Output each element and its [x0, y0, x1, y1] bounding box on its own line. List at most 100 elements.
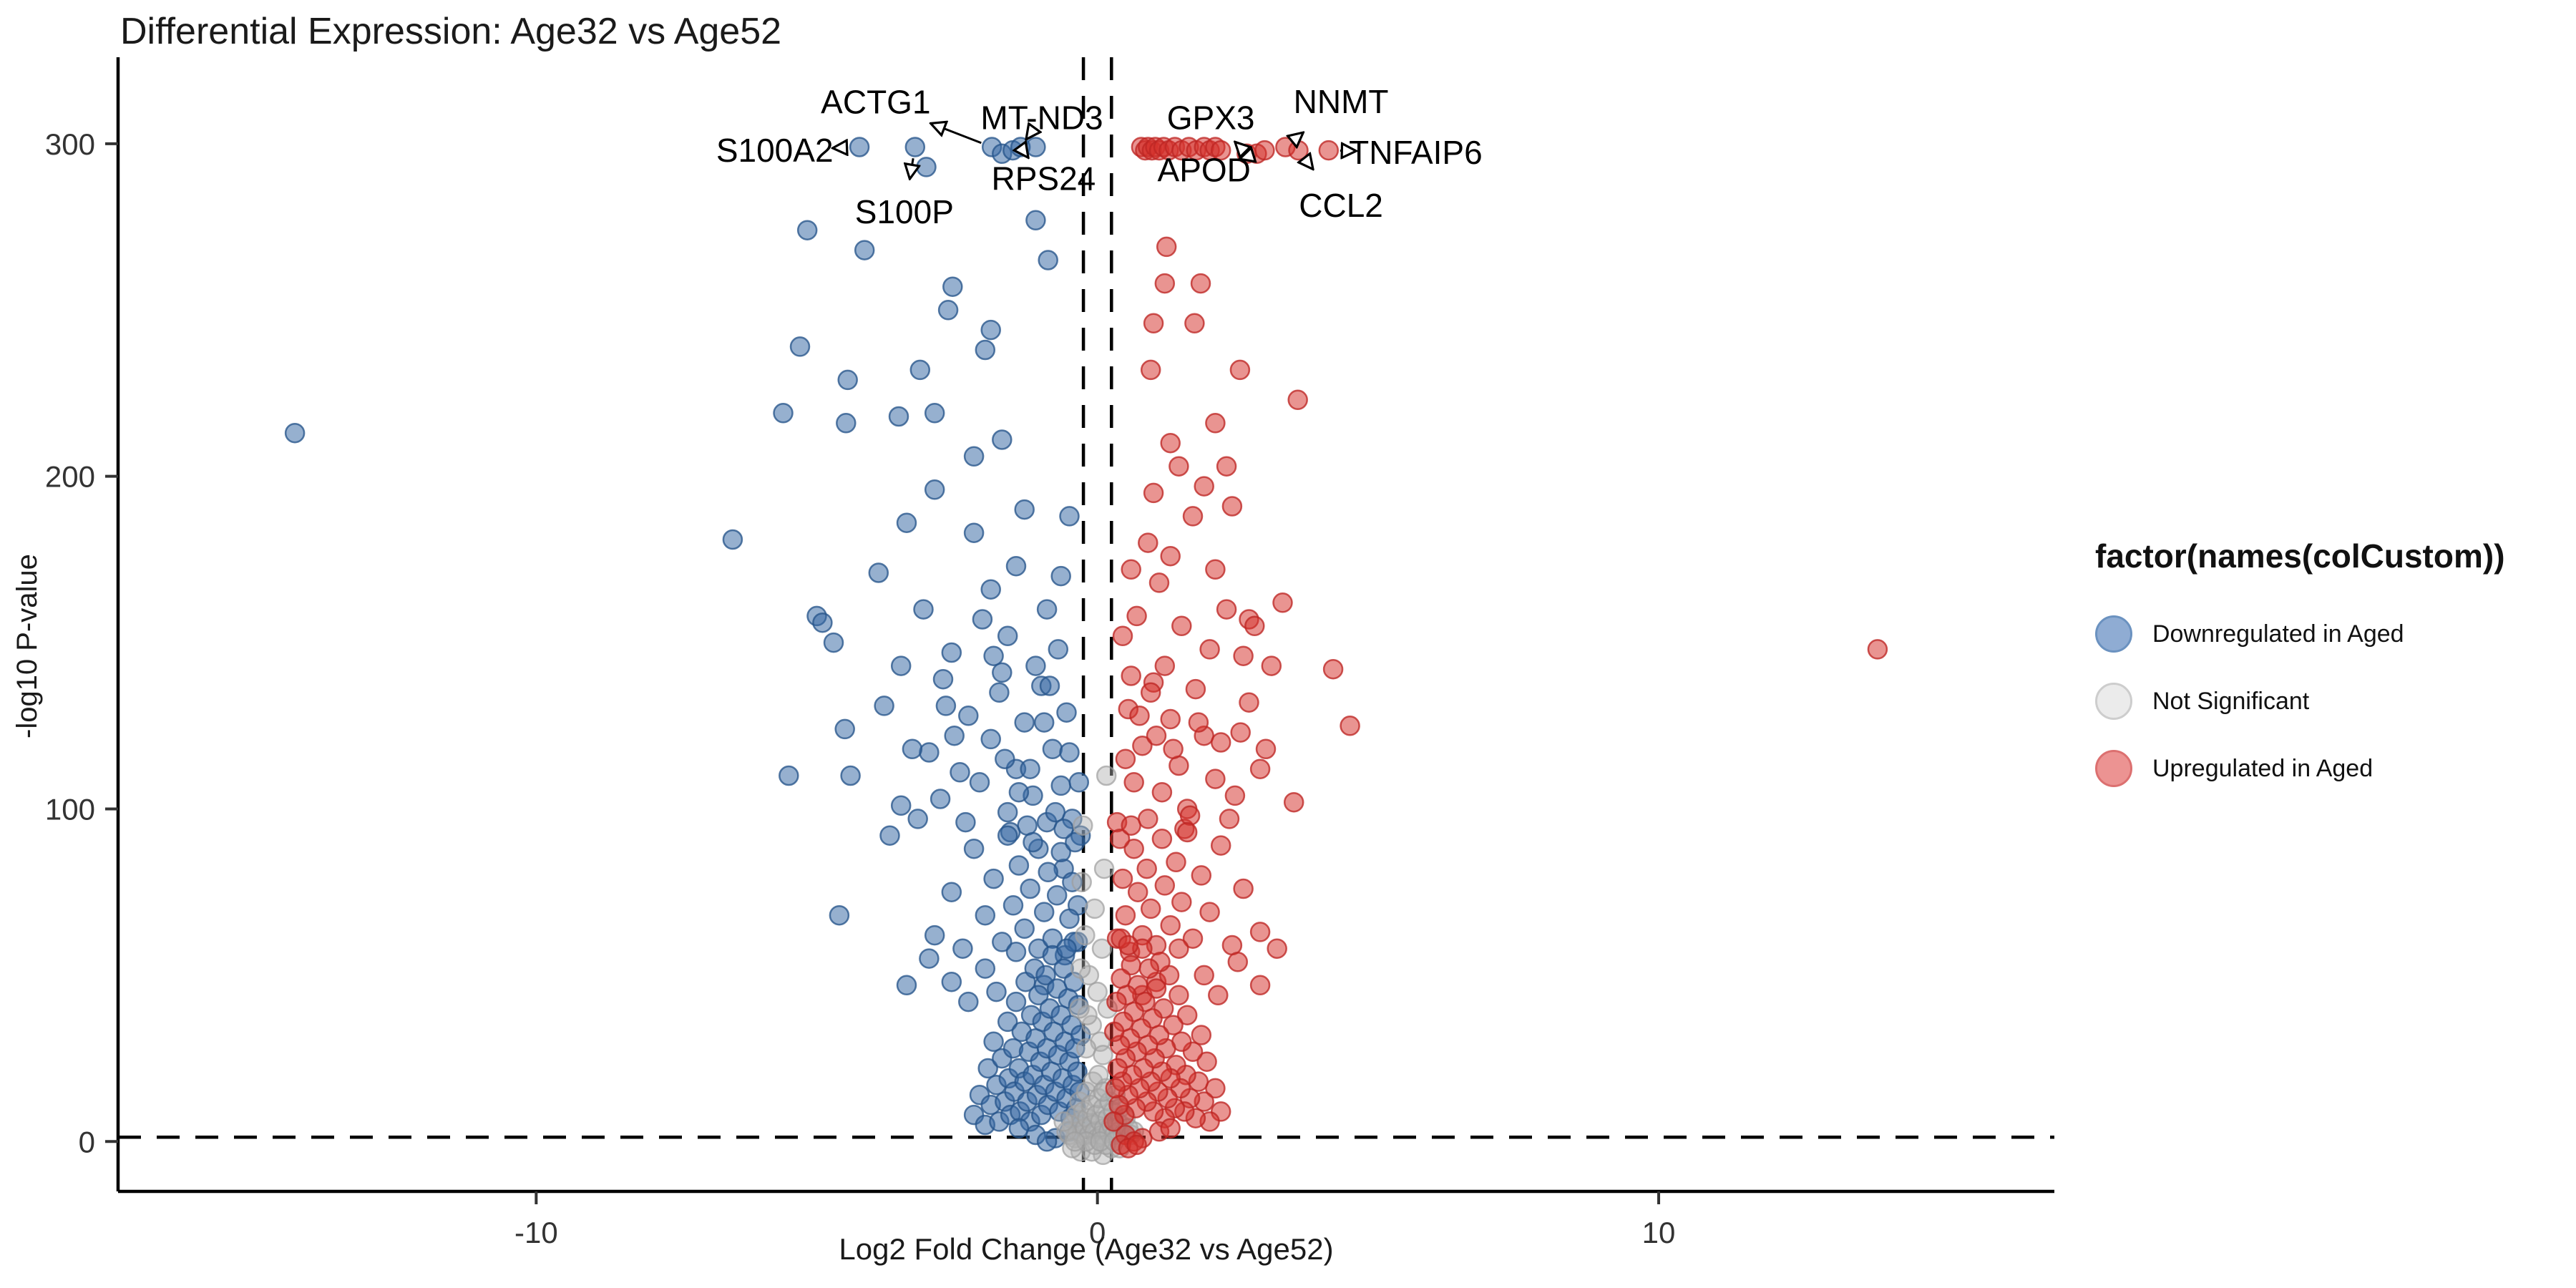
data-point — [1036, 1131, 1058, 1152]
data-point — [1103, 1021, 1125, 1043]
data-point — [997, 801, 1018, 823]
data-point — [1053, 958, 1074, 979]
gene-label-gpx3: GPX3 — [1167, 99, 1255, 137]
x-axis-label: Log2 Fold Change (Age32 vs Age52) — [839, 1232, 1334, 1266]
data-point — [1249, 758, 1271, 779]
data-point — [1091, 938, 1113, 959]
data-point — [942, 276, 963, 297]
data-point — [1023, 831, 1043, 853]
data-point — [890, 795, 912, 816]
data-point — [840, 765, 861, 786]
data-point — [1093, 1045, 1113, 1065]
data-point — [1033, 712, 1055, 733]
connector-actg1 — [932, 124, 982, 145]
data-point — [1154, 655, 1176, 676]
data-point — [1126, 1134, 1147, 1156]
data-point — [1191, 865, 1212, 886]
data-point — [1038, 862, 1058, 883]
data-point — [983, 1031, 1004, 1053]
data-point — [958, 991, 979, 1013]
data-point — [1221, 935, 1243, 956]
data-point — [1050, 841, 1071, 863]
gene-label-s100a2: S100A2 — [716, 132, 834, 169]
data-point — [1219, 809, 1240, 829]
data-point — [1042, 738, 1063, 760]
connector-s100p — [910, 158, 913, 177]
data-point — [916, 157, 937, 177]
gene-label-ccl2: CCL2 — [1299, 187, 1383, 224]
legend-item-not-significant: Not Significant — [2095, 683, 2505, 720]
data-point — [1169, 985, 1189, 1006]
data-point — [837, 369, 858, 391]
data-point — [997, 825, 1018, 846]
data-point — [972, 609, 993, 630]
data-point — [1059, 908, 1080, 930]
data-point — [1132, 735, 1153, 756]
legend-label-not-significant: Not Significant — [2152, 687, 2310, 715]
not-significant-swatch-icon — [2095, 683, 2132, 720]
data-point — [773, 403, 794, 424]
data-point — [1184, 313, 1205, 334]
data-point — [904, 137, 926, 157]
data-point — [941, 971, 962, 992]
data-point — [1014, 918, 1035, 940]
data-point — [1008, 781, 1030, 803]
data-point — [1053, 1111, 1074, 1132]
plot-title: Differential Expression: Age32 vs Age52 — [120, 11, 782, 52]
data-point — [829, 904, 850, 926]
data-point — [1050, 775, 1071, 796]
gene-label-tnfaip6: TNFAIP6 — [1349, 134, 1483, 171]
data-point — [1005, 942, 1027, 962]
data-point — [1071, 872, 1092, 892]
data-point — [1210, 140, 1231, 161]
data-point — [980, 319, 1001, 341]
data-point — [1005, 991, 1027, 1013]
data-point — [1261, 655, 1282, 676]
data-point — [896, 512, 917, 533]
data-point — [924, 924, 945, 946]
y-tick-label: 300 — [45, 127, 95, 161]
data-point — [1008, 855, 1030, 876]
data-point — [975, 339, 996, 361]
data-point — [1140, 682, 1161, 703]
data-point — [1210, 732, 1231, 753]
data-point — [1121, 559, 1141, 580]
data-point — [1182, 928, 1204, 949]
data-point — [941, 642, 962, 663]
data-point — [1056, 938, 1077, 959]
data-point — [1103, 1111, 1124, 1132]
data-point — [1080, 1094, 1101, 1116]
series-downregulated-in-aged — [284, 137, 1092, 1152]
data-point — [963, 838, 985, 859]
data-point — [975, 958, 996, 979]
data-point — [1093, 858, 1115, 879]
data-point — [1233, 878, 1254, 899]
data-point — [1090, 1131, 1111, 1152]
data-point — [907, 809, 928, 829]
data-point — [722, 529, 743, 550]
data-point — [868, 562, 889, 583]
data-point — [896, 975, 917, 996]
data-point — [1182, 506, 1204, 527]
data-point — [1179, 805, 1201, 826]
data-point — [1169, 938, 1189, 959]
data-point — [1008, 1118, 1030, 1138]
data-point — [849, 137, 870, 157]
data-point — [874, 696, 894, 716]
data-point — [1221, 496, 1243, 517]
data-point — [1059, 506, 1080, 527]
data-point — [1205, 413, 1226, 434]
data-point — [1318, 140, 1340, 161]
connector-gpx3 — [1236, 143, 1239, 146]
gene-labels-layer: S100A2 ACTG1 S100P MT-ND3 RPS24 GPX3 APOD NNMT C… — [716, 83, 1483, 230]
data-point — [1123, 838, 1144, 859]
data-point — [1053, 819, 1074, 839]
data-point — [1255, 738, 1277, 760]
data-point — [902, 738, 923, 760]
data-point — [1229, 359, 1251, 381]
y-axis-label: -log10 P-value — [11, 554, 43, 738]
data-point — [1096, 765, 1117, 786]
data-point — [1065, 831, 1085, 853]
data-point — [1154, 273, 1176, 294]
